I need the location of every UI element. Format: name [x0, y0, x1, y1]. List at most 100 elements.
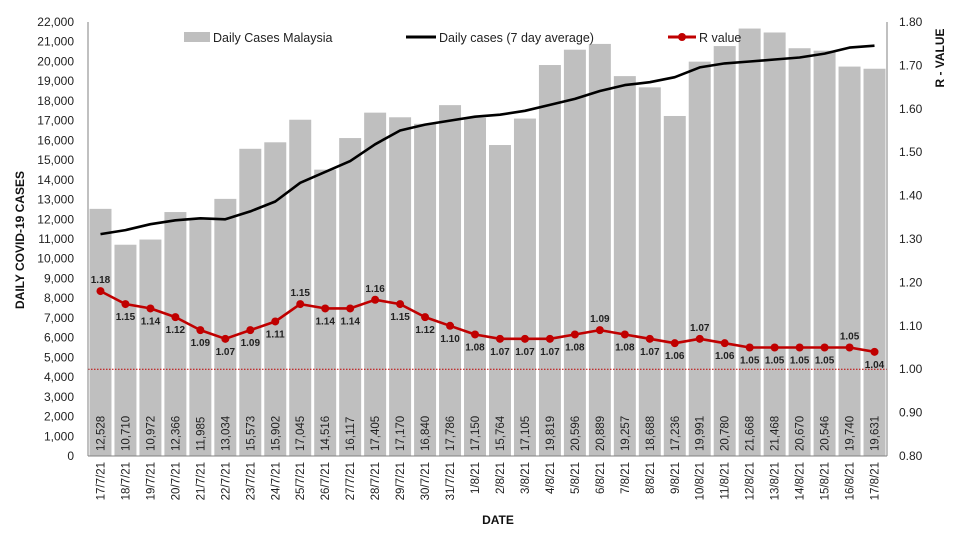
r-value-label-9: 1.14 — [315, 316, 335, 327]
bar-value-label-15: 17,150 — [470, 416, 482, 451]
x-tick-label-5: 22/7/21 — [220, 462, 232, 500]
bar-value-label-23: 17,236 — [670, 416, 682, 451]
r-value-layer: 1.18 1.15 1.14 1.12 1.09 1.07 1.09 1.11 1.15 1.14… — [91, 275, 885, 371]
bar-28 — [788, 48, 811, 456]
bar-10 — [339, 138, 362, 456]
r-value-label-27: 1.05 — [765, 356, 785, 367]
legend-r-label: R value — [699, 31, 741, 45]
x-axis-title: DATE — [482, 513, 514, 527]
legend-avg-label: Daily cases (7 day average) — [439, 31, 594, 45]
x-tick-label-9: 26/7/21 — [320, 462, 332, 500]
y-tick-label-20: 20,000 — [37, 54, 74, 68]
y-tick-label-19: 19,000 — [37, 74, 74, 88]
bar-0 — [89, 208, 112, 456]
y-tick-label-10: 10,000 — [37, 252, 74, 266]
y-axis-title: DAILY COVID-19 CASES — [13, 171, 27, 309]
x-tick-label-19: 5/8/21 — [570, 462, 582, 494]
r-value-line — [99, 289, 875, 354]
y2-tick-label-4: 1.20 — [899, 275, 923, 289]
bar-3 — [164, 212, 187, 456]
bar-21 — [613, 76, 636, 456]
bar-value-label-25: 20,780 — [720, 416, 732, 451]
bar-value-label-9: 14,516 — [320, 416, 332, 451]
bar-value-label-12: 17,170 — [395, 416, 407, 451]
r-value-point-14 — [446, 321, 455, 330]
bar-value-label-7: 15,902 — [270, 416, 282, 451]
bar-value-label-27: 21,468 — [770, 416, 782, 451]
r-value-point-21 — [620, 330, 629, 339]
y-tick-label-2: 2,000 — [44, 410, 74, 424]
bar-value-label-30: 19,740 — [845, 416, 857, 451]
y-tick-label-9: 9,000 — [44, 271, 74, 285]
x-tick-label-31: 17/8/21 — [870, 462, 882, 500]
x-tick-label-28: 14/8/21 — [795, 462, 807, 500]
r-value-point-23 — [670, 339, 679, 348]
r-value-point-6 — [246, 326, 255, 335]
r-value-point-11 — [371, 295, 380, 304]
r-value-point-18 — [545, 334, 554, 343]
bar-value-label-2: 10,972 — [145, 416, 157, 451]
bar-8 — [289, 119, 312, 457]
x-tick-label-17: 3/8/21 — [520, 462, 532, 494]
y-tick-label-7: 7,000 — [44, 311, 74, 325]
y-tick-label-0: 0 — [67, 449, 74, 463]
x-tick-label-6: 23/7/21 — [245, 462, 257, 500]
r-value-point-9 — [321, 304, 330, 313]
y-tick-label-14: 14,000 — [37, 173, 74, 187]
y2-tick-label-7: 1.50 — [899, 145, 923, 159]
y-tick-label-11: 11,000 — [38, 232, 74, 246]
r-value-label-16: 1.07 — [490, 347, 510, 358]
y-tick-label-22: 22,000 — [37, 15, 74, 29]
x-tick-label-26: 12/8/21 — [745, 462, 757, 500]
y-tick-label-5: 5,000 — [44, 350, 74, 364]
x-tick-label-23: 9/8/21 — [670, 462, 682, 494]
legend-r-marker — [678, 33, 686, 41]
axes-layer — [87, 22, 888, 457]
bar-value-label-20: 20,889 — [595, 416, 607, 451]
bar-value-label-17: 17,105 — [520, 416, 532, 451]
bar-14 — [439, 105, 462, 456]
r-value-point-8 — [296, 300, 305, 309]
bar-17 — [513, 118, 536, 456]
bar-24 — [688, 61, 711, 457]
x-tick-label-20: 6/8/21 — [595, 462, 607, 494]
r-value-point-3 — [171, 313, 180, 322]
x-tick-label-29: 15/8/21 — [820, 462, 832, 500]
bar-value-label-24: 19,991 — [695, 416, 707, 451]
bar-value-label-13: 16,840 — [420, 416, 432, 451]
r-value-label-24: 1.07 — [690, 323, 710, 334]
r-value-label-2: 1.14 — [141, 316, 161, 327]
r-value-label-14: 1.10 — [440, 334, 460, 345]
bar-16 — [488, 145, 511, 456]
bar-15 — [464, 117, 487, 456]
x-tick-label-27: 13/8/21 — [770, 462, 782, 500]
x-tick-label-0: 17/7/21 — [95, 462, 107, 500]
bar-7 — [264, 142, 287, 456]
r-value-point-13 — [421, 313, 430, 322]
r-value-label-18: 1.07 — [540, 347, 560, 358]
y-tick-label-21: 21,000 — [37, 35, 74, 49]
r-value-point-5 — [221, 334, 230, 343]
r-value-point-26 — [745, 343, 754, 352]
r-value-point-20 — [595, 326, 604, 335]
r-value-point-17 — [520, 334, 529, 343]
bar-value-label-19: 20,596 — [570, 416, 582, 451]
y-tick-label-12: 12,000 — [37, 212, 74, 226]
r-value-label-21: 1.08 — [615, 342, 635, 353]
y-tick-label-4: 4,000 — [44, 370, 74, 384]
bar-value-label-16: 15,764 — [495, 415, 507, 451]
x-tick-label-14: 31/7/21 — [445, 462, 457, 500]
y2-tick-label-0: 0.80 — [899, 449, 923, 463]
r-value-point-30 — [845, 343, 854, 352]
r-value-label-20: 1.09 — [590, 314, 610, 325]
x-tick-label-4: 21/7/21 — [195, 462, 207, 500]
x-tick-label-21: 7/8/21 — [620, 462, 632, 494]
r-value-point-29 — [820, 343, 829, 352]
x-tick-label-8: 25/7/21 — [295, 462, 307, 500]
bar-value-label-6: 15,573 — [245, 416, 257, 451]
legend-bar-label: Daily Cases Malaysia — [213, 31, 333, 45]
bar-31 — [863, 68, 886, 456]
r-value-point-4 — [196, 326, 205, 335]
x-tick-label-10: 27/7/21 — [345, 462, 357, 500]
r-value-point-0 — [96, 287, 105, 296]
